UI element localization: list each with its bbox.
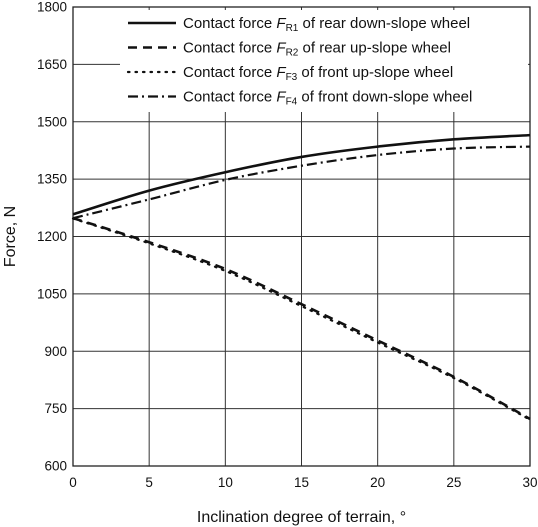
x-axis-label: Inclination degree of terrain, °: [197, 509, 406, 526]
series-line-f3: [71, 217, 532, 421]
axes: 600 750 900 1050 1200 1350 1500 1650 1800 0 5 10 15 2…: [37, 0, 538, 490]
series-lines: [71, 133, 532, 421]
y-tick-label: 600: [44, 459, 67, 474]
x-tick-label: 25: [446, 475, 461, 490]
y-tick-label: 1500: [37, 114, 67, 129]
x-tick-label: 0: [69, 475, 77, 490]
x-tick-label: 20: [370, 475, 385, 490]
legend-entry-f3: Contact force FF3 of front up-slope whee…: [183, 64, 453, 83]
x-tick-label: 15: [294, 475, 309, 490]
y-tick-label: 750: [44, 401, 67, 416]
y-tick-label: 1800: [37, 0, 67, 15]
legend: Contact force FR1 of rear down-slope whe…: [126, 15, 472, 108]
x-tick-label: 5: [145, 475, 153, 490]
y-tick-label: 1350: [37, 172, 67, 187]
legend-entry-r1: Contact force FR1 of rear down-slope whe…: [183, 15, 470, 34]
y-tick-label: 1200: [37, 229, 67, 244]
y-tick-label: 900: [44, 344, 67, 359]
legend-entry-r2: Contact force FR2 of rear up-slope wheel: [183, 40, 451, 59]
legend-entry-f4: Contact force FF4 of front down-slope wh…: [183, 89, 472, 108]
y-tick-label: 1650: [37, 57, 67, 72]
plot-frame: [72, 6, 531, 467]
y-tick-label: 1050: [37, 286, 67, 301]
series-line-r1: [72, 133, 531, 216]
series-line-f4: [72, 145, 531, 220]
x-tick-label: 10: [218, 475, 233, 490]
x-tick-label: 30: [522, 475, 537, 490]
y-axis-label: Force, N: [2, 206, 19, 267]
legend-background: [120, 10, 528, 112]
